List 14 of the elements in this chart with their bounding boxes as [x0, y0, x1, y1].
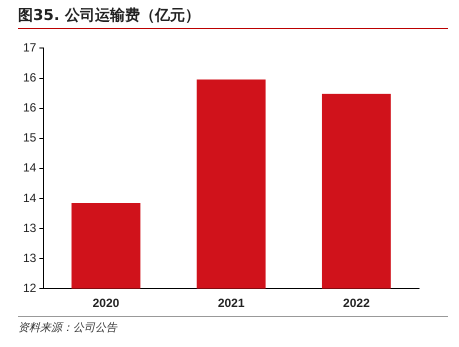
y-tick-label: 15 — [22, 130, 37, 145]
chart-title: 图35. 公司运输费（亿元） — [18, 6, 448, 29]
y-tick-label: 13 — [22, 220, 37, 235]
x-tick-label: 2022 — [343, 296, 370, 310]
y-tick-label: 12 — [22, 280, 37, 295]
x-tick-label: 2020 — [92, 296, 120, 310]
y-tick-label: 14 — [22, 190, 37, 205]
y-tick-label: 14 — [22, 160, 37, 175]
y-tick-label: 16 — [22, 70, 37, 85]
y-tick-label: 13 — [22, 250, 37, 265]
y-tick-label: 17 — [22, 40, 37, 55]
y-tick-label: 16 — [22, 100, 37, 115]
x-tick-label: 2021 — [218, 296, 245, 310]
text: 资料来源：公司公告 — [18, 316, 448, 335]
